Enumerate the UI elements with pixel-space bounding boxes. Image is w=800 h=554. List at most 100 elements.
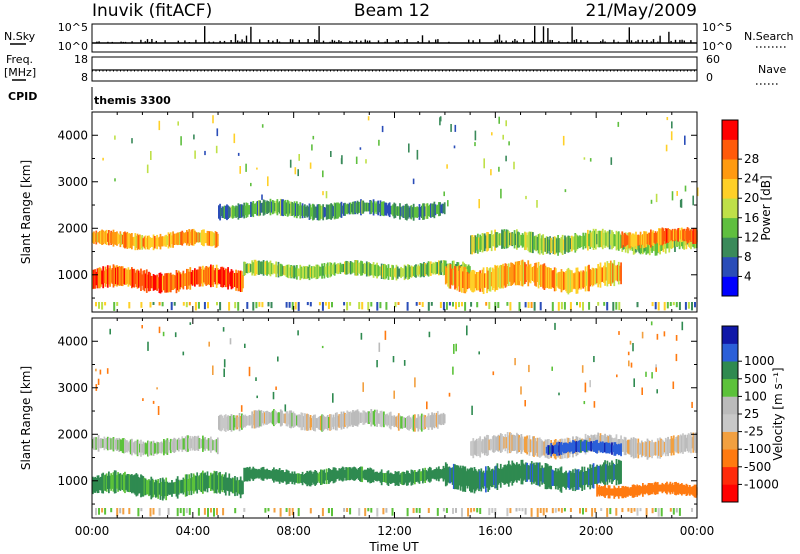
- echo-cell: [479, 270, 482, 292]
- echo-cell: [191, 270, 194, 286]
- echo-cell: [506, 229, 509, 249]
- echo-cell: [461, 302, 463, 307]
- nsky-bar: [516, 40, 518, 43]
- echo-cell: [142, 441, 145, 456]
- echo-cell: [676, 483, 679, 495]
- echo-cell: [268, 201, 271, 213]
- echo-cell: [461, 508, 463, 517]
- echo-cell: [92, 439, 94, 449]
- echo-cell: [365, 469, 368, 481]
- echo-cell: [608, 263, 611, 284]
- echo-cell: [672, 381, 675, 389]
- echo-cell: [207, 231, 210, 246]
- echo-cell: [110, 269, 113, 283]
- echo-cell: [183, 479, 186, 493]
- echo-cell: [150, 476, 153, 500]
- echo-cell: [234, 273, 236, 287]
- echo-cell: [274, 264, 276, 274]
- freq-unit-label: [MHz]: [4, 66, 36, 79]
- echo-cell: [599, 262, 602, 288]
- echo-cell: [291, 471, 294, 485]
- x-tick-label: 16:00: [478, 524, 513, 538]
- echo-cell: [355, 260, 358, 276]
- nsky-bar: [366, 40, 369, 43]
- echo-cell: [157, 277, 160, 289]
- echo-cell: [638, 236, 641, 254]
- echo-cell: [291, 508, 294, 516]
- echo-cell: [603, 462, 605, 485]
- echo-cell: [261, 467, 264, 481]
- echo-cell: [206, 266, 209, 285]
- echo-cell: [420, 205, 423, 218]
- echo-cell: [370, 468, 373, 483]
- echo-cell: [367, 262, 369, 276]
- echo-cell: [470, 508, 473, 513]
- echo-cell: [373, 201, 376, 214]
- echo-cell: [651, 439, 653, 459]
- echo-cell: [599, 486, 602, 495]
- echo-cell: [541, 440, 543, 456]
- echo-cell: [455, 508, 457, 513]
- echo-cell: [102, 472, 105, 494]
- echo-cell: [439, 469, 441, 479]
- echo-cell: [524, 400, 526, 407]
- freq-tick-bottom: 8: [81, 71, 88, 84]
- echo-cell: [182, 438, 185, 450]
- echo-cell: [157, 406, 160, 415]
- echo-cell: [376, 409, 378, 427]
- echo-cell: [601, 228, 604, 250]
- echo-cell: [648, 441, 651, 458]
- echo-cell: [397, 206, 400, 216]
- echo-cell: [486, 232, 488, 252]
- echo-cell: [222, 508, 225, 516]
- echo-cell: [151, 443, 154, 454]
- echo-cell: [362, 382, 364, 392]
- nsky-bar: [547, 28, 549, 43]
- echo-cell: [508, 141, 510, 146]
- echo-cell: [292, 473, 295, 483]
- echo-cell: [363, 410, 366, 425]
- echo-cell: [675, 437, 677, 453]
- echo-cell: [553, 236, 556, 255]
- echo-cell: [322, 170, 324, 178]
- echo-cell: [510, 262, 512, 286]
- echo-cell: [618, 331, 620, 335]
- echo-cell: [674, 482, 676, 495]
- nsky-bar: [298, 39, 300, 43]
- echo-cell: [263, 412, 266, 424]
- echo-cell: [216, 128, 219, 137]
- echo-cell: [129, 474, 132, 492]
- echo-cell: [378, 342, 381, 352]
- echo-cell: [293, 265, 296, 279]
- echo-cell: [216, 233, 219, 247]
- colorbar-cell: [722, 326, 738, 344]
- echo-cell: [538, 265, 541, 285]
- echo-cell: [672, 508, 675, 515]
- echo-cell: [288, 302, 291, 308]
- echo-cell: [218, 205, 220, 219]
- echo-cell: [535, 262, 538, 287]
- echo-cell: [411, 207, 414, 218]
- echo-cell: [221, 206, 224, 218]
- nsky-bar: [177, 40, 179, 43]
- echo-cell: [614, 234, 617, 247]
- echo-cell: [267, 469, 270, 479]
- echo-cell: [279, 198, 282, 216]
- echo-cell: [186, 435, 188, 453]
- echo-cell: [471, 405, 473, 415]
- echo-cell: [239, 166, 241, 174]
- echo-cell: [151, 237, 154, 247]
- colorbar-cell: [722, 198, 738, 219]
- echo-cell: [210, 436, 212, 453]
- echo-cell: [377, 413, 380, 424]
- echo-cell: [403, 205, 406, 218]
- echo-cell: [527, 302, 530, 308]
- echo-cell: [518, 261, 521, 286]
- echo-cell: [438, 260, 440, 276]
- echo-cell: [396, 471, 399, 486]
- echo-cell: [340, 158, 343, 164]
- nsky-bars: [96, 25, 692, 43]
- echo-cell: [156, 441, 158, 455]
- echo-cell: [428, 466, 431, 483]
